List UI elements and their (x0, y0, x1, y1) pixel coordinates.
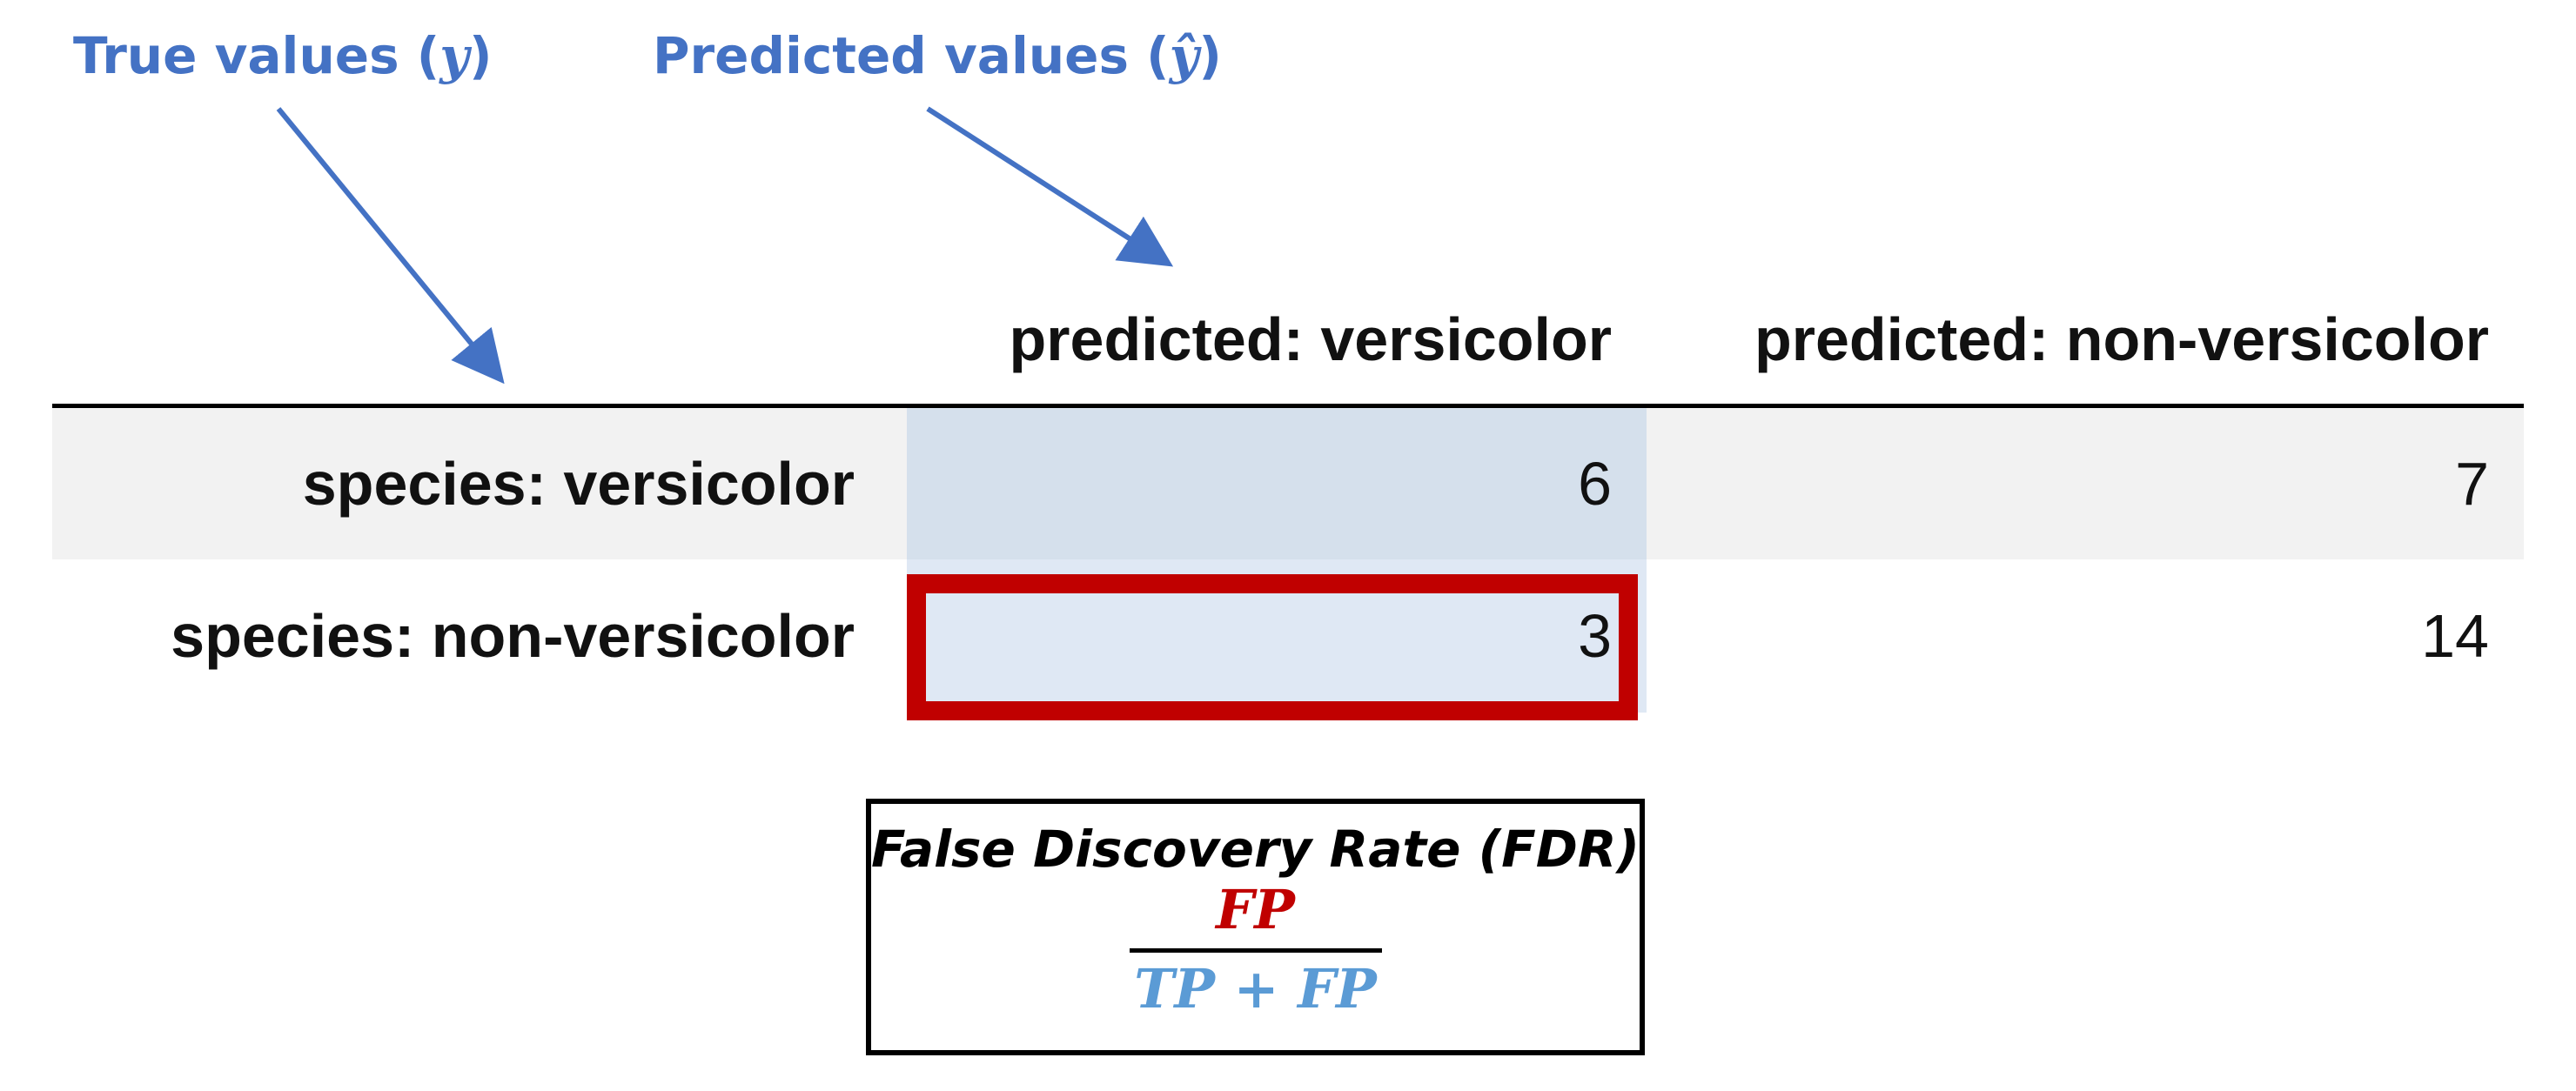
row-header-species-non-versicolor: species: non-versicolor (171, 601, 855, 670)
corner-cell (52, 278, 907, 408)
table-row: species: versicolor 6 7 (52, 405, 2524, 559)
predicted-values-symbol: ŷ (1169, 26, 1199, 85)
predicted-values-annotation: Predicted values (ŷ) (653, 26, 1222, 85)
fdr-title: False Discovery Rate (FDR) (871, 820, 1640, 879)
true-values-text: True values ( (73, 26, 440, 85)
col-header-predicted-non-versicolor: predicted: non-versicolor (1647, 278, 2524, 408)
fdr-denominator: TP + FP (1134, 957, 1377, 1021)
false-positive-highlight-box (907, 574, 1638, 720)
cell-false-negative: 7 (2455, 449, 2489, 518)
predicted-values-arrow (926, 106, 1174, 267)
row-header-species-versicolor: species: versicolor (302, 449, 855, 518)
fdr-formula-box: False Discovery Rate (FDR) FP TP + FP (866, 799, 1645, 1055)
true-values-annotation: True values (y) (73, 26, 493, 85)
fdr-numerator: FP (1216, 878, 1295, 941)
header-row: predicted: versicolor predicted: non-ver… (52, 278, 2524, 408)
true-values-symbol: y (439, 26, 469, 85)
cell-true-positive: 6 (907, 405, 1647, 559)
predicted-values-close: ) (1198, 26, 1222, 85)
cell-true-negative: 14 (2421, 601, 2489, 670)
col-header-predicted-versicolor: predicted: versicolor (907, 278, 1647, 408)
fraction-bar (1129, 948, 1382, 953)
predicted-values-text: Predicted values ( (653, 26, 1170, 85)
true-values-close: ) (469, 26, 493, 85)
